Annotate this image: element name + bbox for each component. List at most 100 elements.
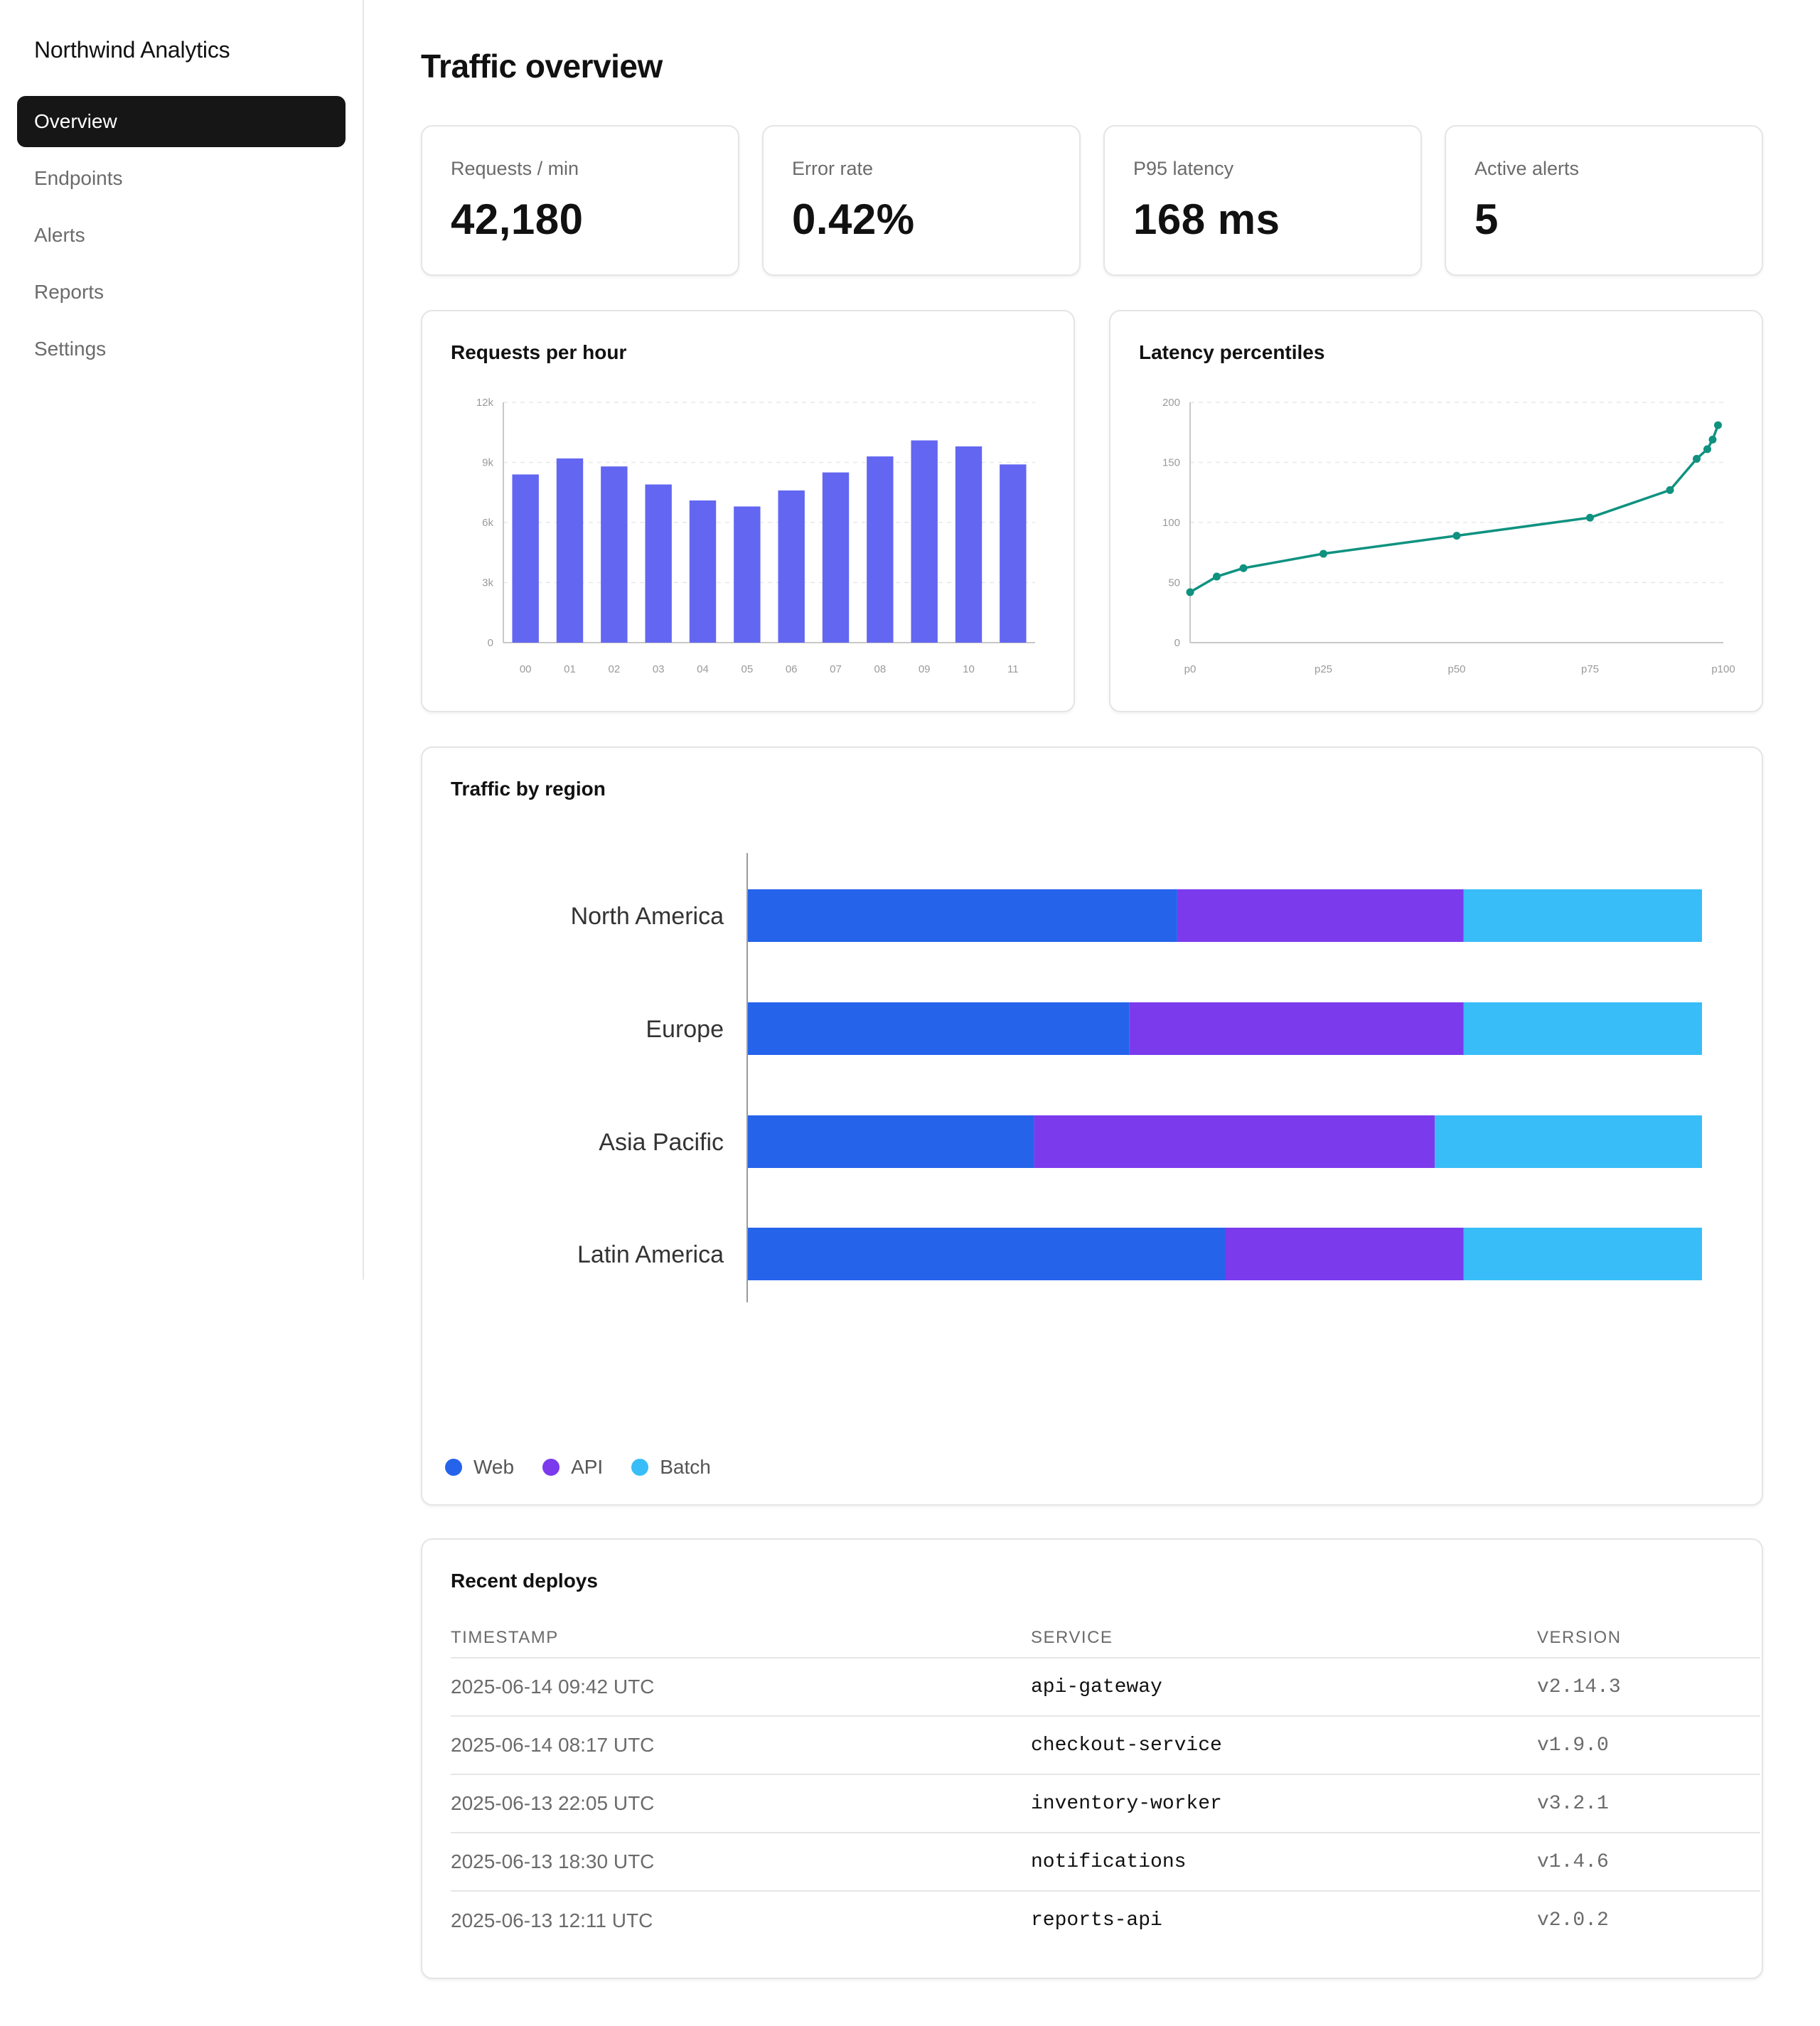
bar[interactable] (778, 490, 805, 643)
data-point[interactable] (1666, 486, 1674, 494)
data-point[interactable] (1693, 454, 1701, 463)
data-point[interactable] (1708, 435, 1717, 444)
table-header-row: TIMESTAMP SERVICE VERSION (451, 1618, 1760, 1658)
sidebar-nav: Overview Endpoints Alerts Reports Settin… (17, 96, 346, 380)
bar[interactable] (734, 506, 761, 643)
column-header-timestamp[interactable]: TIMESTAMP (451, 1618, 1031, 1658)
y-tick-label: 200 (1162, 397, 1180, 409)
bar[interactable] (1000, 464, 1027, 643)
cell-timestamp: 2025-06-13 22:05 UTC (451, 1774, 1031, 1833)
data-point[interactable] (1239, 564, 1248, 572)
cell-version: v2.0.2 (1537, 1909, 1609, 1931)
x-tick-label: 01 (564, 663, 576, 675)
x-tick-label: 02 (608, 663, 620, 675)
bar-segment-api[interactable] (1034, 1115, 1435, 1168)
kpi-value: 42,180 (451, 195, 584, 243)
data-point[interactable] (1586, 513, 1594, 522)
x-tick-label: 05 (741, 663, 753, 675)
kpi-card-error-rate: Error rate 0.42% (762, 125, 1081, 276)
table-row[interactable]: 2025-06-13 18:30 UTC notifications v1.4.… (451, 1833, 1760, 1892)
bar[interactable] (601, 466, 628, 643)
sidebar-item-overview[interactable]: Overview (17, 96, 346, 147)
bar-segment-batch[interactable] (1463, 889, 1703, 942)
x-tick-label: 11 (1007, 663, 1019, 675)
chart-title: Latency percentiles (1139, 341, 1325, 363)
bar-segment-api[interactable] (1129, 1002, 1464, 1055)
latency-line-chart: 0 50 100 150 200 p0 p25 p50 p75 p100 (1162, 397, 1735, 675)
legend-item-batch: Batch (631, 1456, 711, 1479)
bar-segment-batch[interactable] (1463, 1002, 1703, 1055)
column-header-service[interactable]: SERVICE (1031, 1618, 1537, 1658)
cell-timestamp: 2025-06-14 08:17 UTC (451, 1716, 1031, 1775)
kpi-card-active-alerts: Active alerts 5 (1445, 125, 1763, 276)
sidebar-item-settings[interactable]: Settings (34, 338, 107, 360)
page-title: Traffic overview (421, 48, 663, 85)
legend-swatch (631, 1459, 649, 1476)
bar-segment-web[interactable] (748, 1115, 1034, 1168)
legend-label: Web (473, 1456, 515, 1478)
chart-legend: Web API Batch (445, 1456, 739, 1479)
bar-segment-web[interactable] (748, 1228, 1225, 1280)
cell-service: notifications (1031, 1833, 1537, 1892)
table-title: Recent deploys (451, 1570, 598, 1592)
x-tick-label: 09 (919, 663, 931, 675)
data-point[interactable] (1452, 532, 1461, 540)
kpi-label: P95 latency (1133, 158, 1234, 179)
bar-segment-batch[interactable] (1463, 1228, 1703, 1280)
y-tick-label: 12k (476, 397, 494, 409)
bar-segment-api[interactable] (1177, 889, 1464, 942)
bar[interactable] (867, 456, 894, 643)
table-row[interactable]: 2025-06-14 09:42 UTC api-gateway v2.14.3 (451, 1658, 1760, 1717)
bar[interactable] (822, 472, 850, 643)
data-point[interactable] (1714, 421, 1722, 429)
bar[interactable] (689, 500, 717, 643)
chart-title: Traffic by region (451, 778, 606, 800)
data-point[interactable] (1320, 550, 1327, 558)
cell-version: v2.14.3 (1537, 1658, 1760, 1717)
cell-timestamp: 2025-06-13 12:11 UTC (451, 1909, 653, 1931)
bar-segment-web[interactable] (748, 889, 1177, 942)
x-tick-label: 03 (653, 663, 665, 675)
bar[interactable] (645, 484, 672, 643)
sidebar-item-reports[interactable]: Reports (34, 281, 105, 303)
x-tick-label: p50 (1447, 663, 1465, 675)
bar-segment-api[interactable] (1225, 1228, 1464, 1280)
bar-segment-web[interactable] (748, 1002, 1130, 1055)
bar[interactable] (556, 458, 584, 643)
region-stacked-bar-chart: North America Europe Asia Pacific Latin Ame… (571, 853, 1703, 1302)
bar[interactable] (512, 474, 539, 643)
sidebar-item-alerts[interactable]: Alerts (34, 224, 85, 246)
requests-chart-card: Requests per hour 0 3k 6k 9k 12k 00 01 02 03 04 05… (421, 310, 1075, 712)
y-tick-label: 0 (1174, 637, 1180, 649)
kpi-label: Requests / min (451, 158, 579, 179)
x-tick-label: 00 (520, 663, 532, 675)
kpi-card-p95-latency: P95 latency 168 ms (1103, 125, 1422, 276)
y-tick-label: 100 (1162, 517, 1180, 529)
bar[interactable] (955, 446, 983, 643)
table-row[interactable]: 2025-06-14 08:17 UTC checkout-service v1… (451, 1716, 1760, 1775)
kpi-label: Active alerts (1474, 158, 1580, 179)
legend-item-api: API (542, 1456, 603, 1479)
y-tick-label: 3k (482, 577, 493, 589)
legend-label: API (571, 1456, 604, 1478)
category-label: North America (571, 903, 724, 930)
x-tick-label: 04 (697, 663, 709, 675)
sidebar: Northwind Analytics Overview Endpoints A… (0, 0, 364, 1280)
column-header-version[interactable]: VERSION (1537, 1618, 1760, 1658)
legend-label: Batch (660, 1456, 711, 1478)
bar[interactable] (911, 440, 938, 643)
data-point[interactable] (1186, 588, 1194, 596)
cell-version: v1.4.6 (1537, 1833, 1760, 1892)
kpi-value: 168 ms (1133, 195, 1280, 243)
region-chart-card: Traffic by region North America Europe Asi… (421, 746, 1763, 1506)
y-tick-label: 9k (482, 457, 493, 469)
table-row[interactable]: 2025-06-13 12:11 UTC reports-api v2.0.2 (451, 1891, 1760, 1949)
table-row[interactable]: 2025-06-13 22:05 UTC inventory-worker v3… (451, 1774, 1760, 1833)
series-line (1189, 424, 1720, 594)
cell-service: checkout-service (1031, 1716, 1537, 1775)
sidebar-item-endpoints[interactable]: Endpoints (34, 167, 123, 189)
bar-segment-batch[interactable] (1435, 1115, 1702, 1168)
data-point[interactable] (1703, 445, 1711, 454)
x-tick-label: 06 (786, 663, 798, 675)
data-point[interactable] (1213, 572, 1221, 581)
